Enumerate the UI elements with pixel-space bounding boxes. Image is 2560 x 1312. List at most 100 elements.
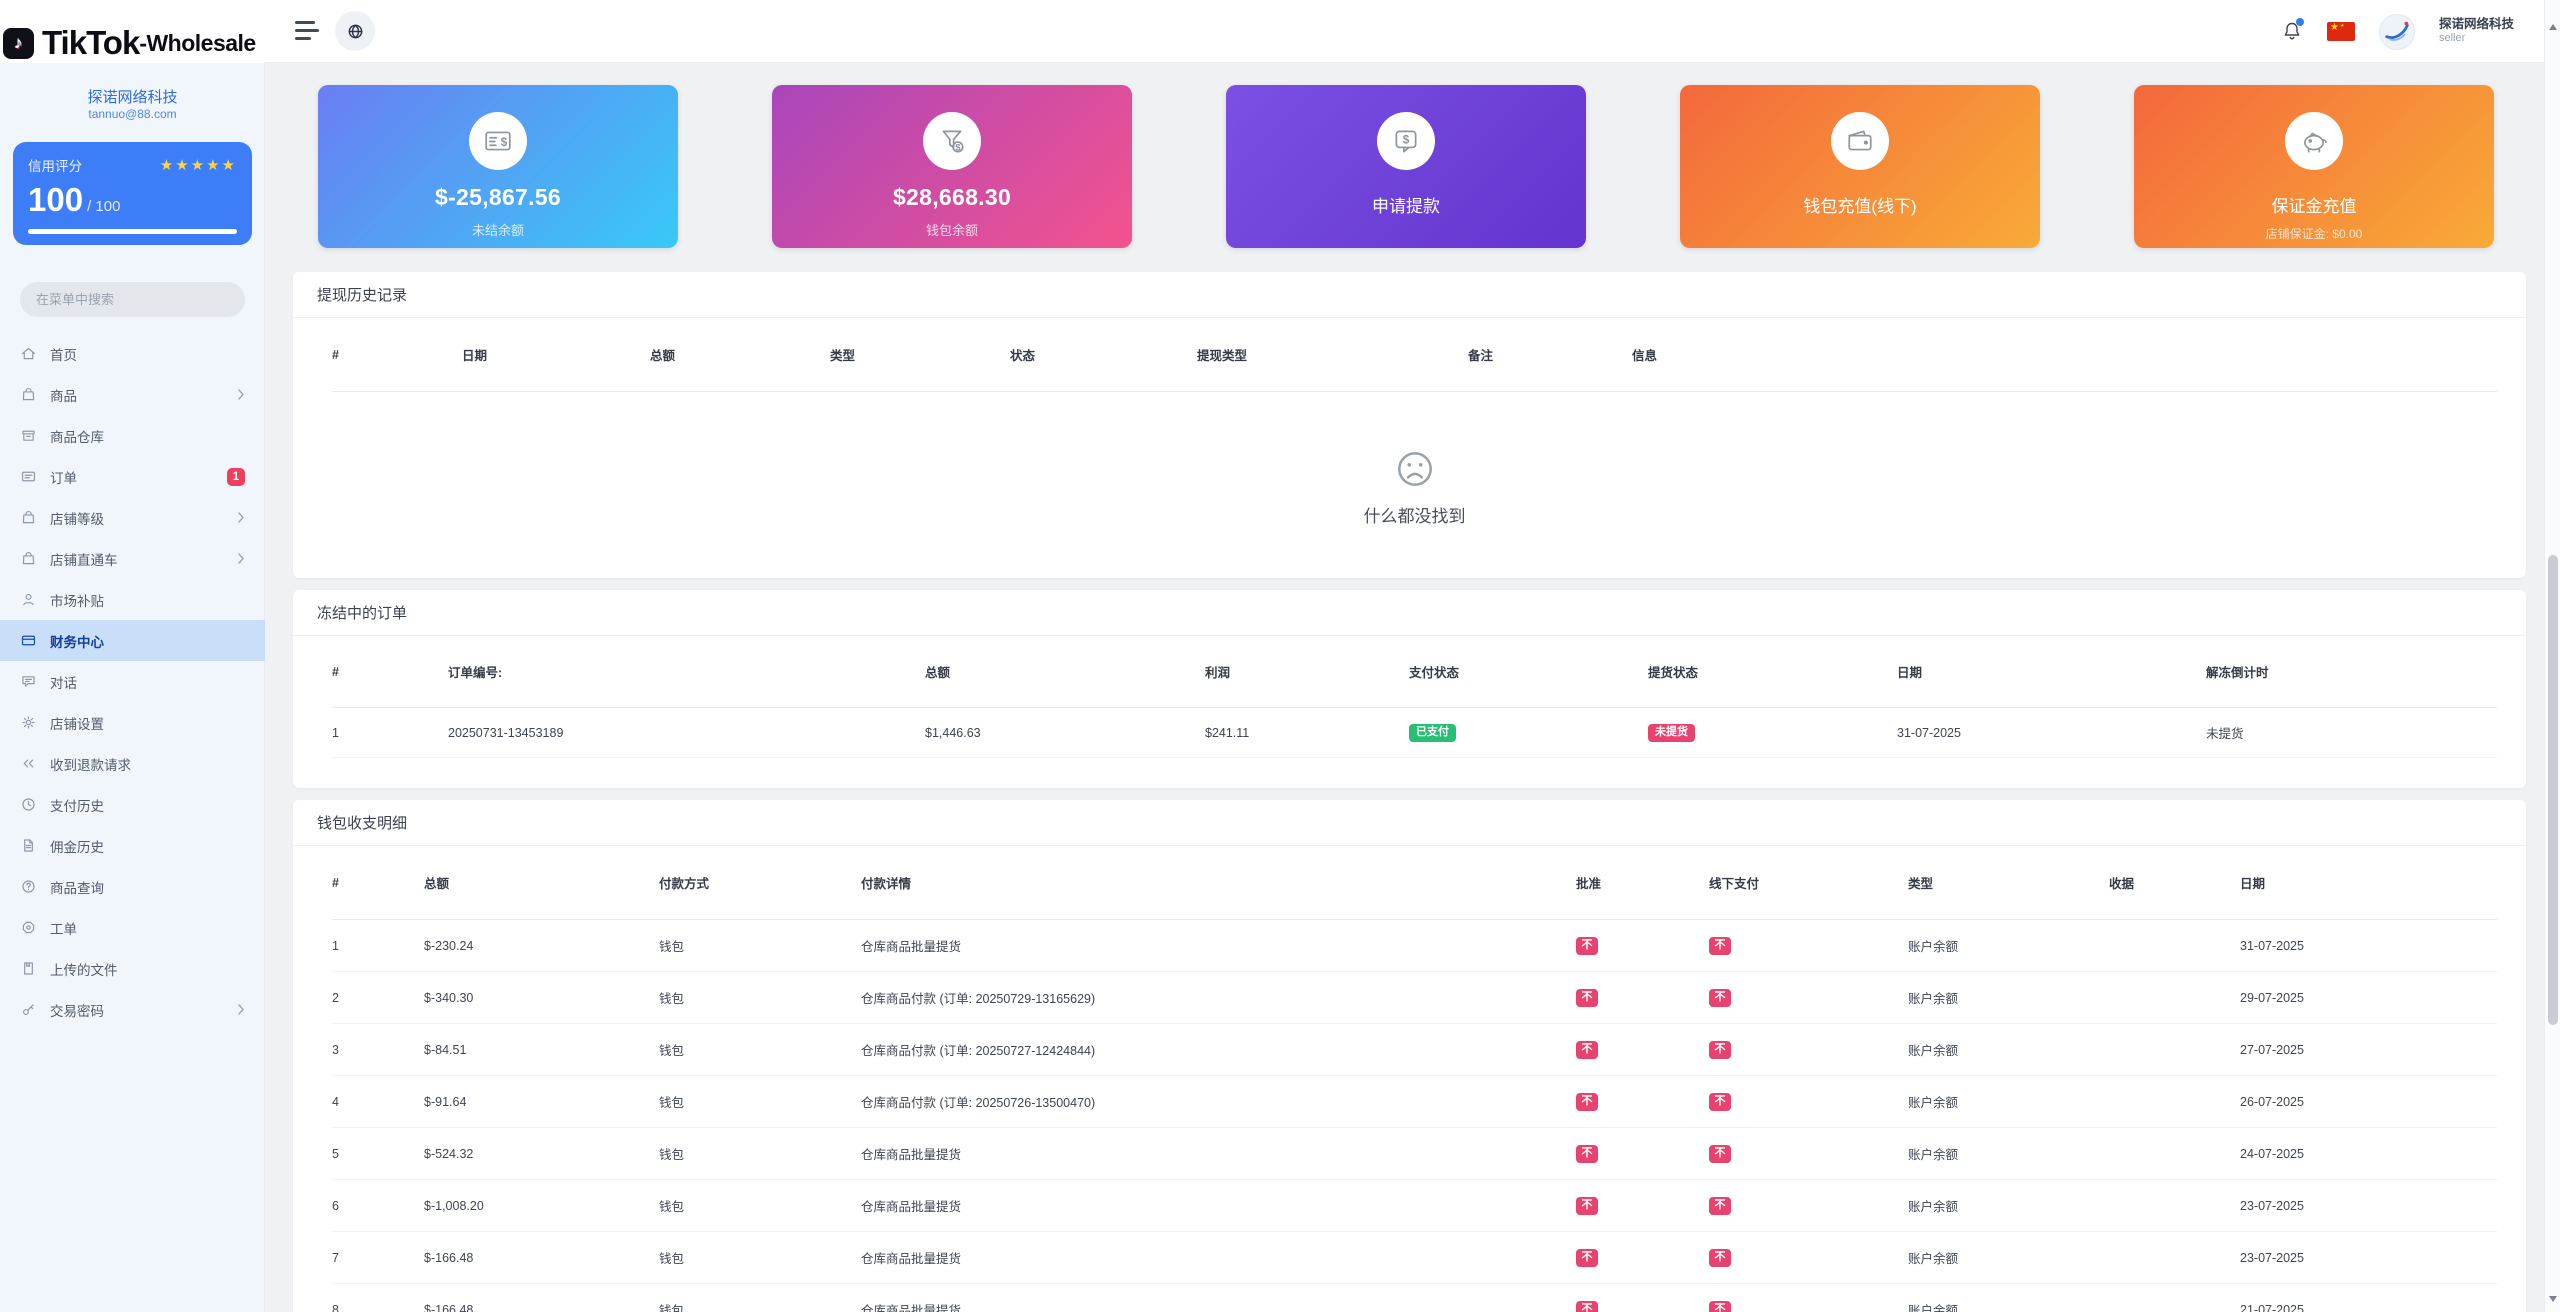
cell-amount: $-91.64 [424,1094,467,1109]
cell-type: 账户余额 [1908,1252,1959,1266]
cell-detail: 仓库商品付款 (订单: 20250729-13165629) [861,992,1096,1006]
menu-search-input[interactable] [20,282,245,317]
sidebar-item-home[interactable]: 首页 [0,333,265,374]
cell-pickup-status: 未提货 [1648,723,1897,742]
vertical-scrollbar[interactable] [2544,0,2560,1312]
deposit-recharge-card[interactable]: 保证金充值 店铺保证金: $0.00 [2134,85,2494,248]
chat-icon [22,676,35,687]
shop-deposit-amount: 店铺保证金: $0.00 [2265,227,2363,241]
credit-score-label: 信用评分 [28,159,82,174]
no-badge: 不 [1709,1248,1731,1267]
logo-band: ♪ TikTok -Wholesale [0,0,265,63]
sidebar-item-uploaded-files[interactable]: 上传的文件 [0,948,265,989]
no-badge: 不 [1576,1144,1598,1163]
col-withdraw-type: 提现类型 [1197,349,1248,363]
main-content: $ $-25,867.56 未结余额 $ $28,668.30 钱包余额 $ 申… [265,63,2544,1312]
cell-type: 账户余额 [1908,1148,1959,1162]
scroll-up-arrow[interactable] [2549,24,2557,30]
col-offline-pay: 线下支付 [1709,877,1760,891]
table-row: 3 $-84.51 钱包 仓库商品付款 (订单: 20250727-124248… [332,1024,2497,1076]
table-row: 1 20250731-13453189 $1,446.63 $241.11 已支… [332,708,2497,758]
sidebar-item-label: 市场补贴 [50,593,104,609]
notifications-button[interactable] [2281,17,2304,44]
credit-score-number: 100 [28,181,84,218]
funnel-dollar-icon: $ [923,112,981,170]
cell-index: 1 [332,725,339,740]
cell-approve: 不 [1576,1196,1709,1215]
star-rating: ★★★★★ [159,157,237,174]
sidebar-item-shop-level[interactable]: 店铺等级 [0,497,265,538]
flag-star-icon: ★ [2329,22,2339,33]
sidebar-item-finance-center[interactable]: 财务中心 [0,620,265,661]
no-badge: 不 [1709,1144,1731,1163]
cell-index: 6 [332,1198,339,1213]
table-row: 2 $-340.30 钱包 仓库商品付款 (订单: 20250729-13165… [332,972,2497,1024]
brand-logo[interactable]: ♪ TikTok -Wholesale [3,24,256,62]
col-unfreeze-countdown: 解冻倒计时 [2206,666,2269,680]
cell-method: 钱包 [659,1304,685,1312]
gear-icon [22,716,35,729]
sidebar-item-products[interactable]: 商品 [0,374,265,415]
sidebar-item-payment-history[interactable]: 支付历史 [0,784,265,825]
cell-detail: 仓库商品批量提货 [861,1200,962,1214]
sidebar-item-shop-express[interactable]: 店铺直通车 [0,538,265,579]
sidebar-item-commission-history[interactable]: 佣金历史 [0,825,265,866]
no-badge: 不 [1576,988,1598,1007]
cell-type: 账户余额 [1908,940,1959,954]
cell-date: 24-07-2025 [2240,1146,2304,1161]
cell-countdown: 未提货 [2206,727,2244,741]
sidebar-item-orders[interactable]: 订单 1 [0,456,265,497]
stat-cards-row: $ $-25,867.56 未结余额 $ $28,668.30 钱包余额 $ 申… [318,85,2494,248]
hamburger-menu-button[interactable] [295,21,319,41]
no-badge: 不 [1576,1196,1598,1215]
user-menu[interactable]: 探诺网络科技 seller [2439,17,2514,46]
col-profit: 利润 [1205,666,1231,680]
cell-amount: $-230.24 [424,938,474,953]
credit-score-denominator: / 100 [87,198,121,215]
no-badge: 不 [1709,936,1731,955]
col-index: # [332,875,339,890]
cell-order-no: 20250731-13453189 [448,725,564,740]
sidebar-item-transaction-password[interactable]: 交易密码 [0,989,265,1030]
sidebar-item-label: 店铺直通车 [50,552,118,568]
language-globe-button[interactable] [335,11,375,51]
svg-text:$: $ [501,136,508,149]
top-header: ★ ★ 探诺网络科技 seller [265,0,2544,63]
col-approve: 批准 [1576,877,1602,891]
flag-language-toggle[interactable]: ★ ★ [2326,22,2355,41]
sidebar-item-chat[interactable]: 对话 [0,661,265,702]
cell-offline: 不 [1709,1144,1908,1163]
cell-offline: 不 [1709,1092,1908,1111]
sidebar-item-work-orders[interactable]: 工单 [0,907,265,948]
frozen-orders-panel: 冻结中的订单 # 订单编号: 总额 利润 支付状态 提货状态 日期 解冻倒计时 … [293,590,2526,788]
sidebar-item-warehouse[interactable]: 商品仓库 [0,415,265,456]
sidebar-item-product-inquiry[interactable]: 商品查询 [0,866,265,907]
company-email: tannuo@88.com [88,107,177,121]
cell-date: 31-07-2025 [2240,938,2304,953]
user-avatar[interactable] [2378,13,2415,50]
sidebar-item-market-subsidy[interactable]: 市场补贴 [0,579,265,620]
no-badge: 不 [1576,1040,1598,1059]
sidebar-item-refund-requests[interactable]: 收到退款请求 [0,743,265,784]
cell-method: 钱包 [659,1252,685,1266]
wallet-balance-card: $ $28,668.30 钱包余额 [772,85,1132,248]
col-total: 总额 [650,349,676,363]
cell-method: 钱包 [659,940,685,954]
key-icon [22,1004,34,1016]
sidebar-item-shop-settings[interactable]: 店铺设置 [0,702,265,743]
col-total: 总额 [925,666,951,680]
cell-amount: $-1,008.20 [424,1198,484,1213]
apply-withdrawal-card[interactable]: $ 申请提款 [1226,85,1586,248]
scrollbar-thumb[interactable] [2547,555,2558,1025]
scroll-down-arrow[interactable] [2549,1296,2557,1302]
cell-offline: 不 [1709,936,1908,955]
cell-detail: 仓库商品批量提货 [861,940,962,954]
cell-pay-status: 已支付 [1409,723,1648,742]
cell-detail: 仓库商品付款 (订单: 20250726-13500470) [861,1096,1096,1110]
wallet-balance-amount: $28,668.30 [892,184,1012,210]
wallet-recharge-offline-card[interactable]: 钱包充值(线下) [1680,85,2040,248]
col-order-no: 订单编号: [448,666,503,680]
sidebar-item-label: 上传的文件 [50,962,118,978]
empty-state: 什么都没找到 [332,392,2497,580]
